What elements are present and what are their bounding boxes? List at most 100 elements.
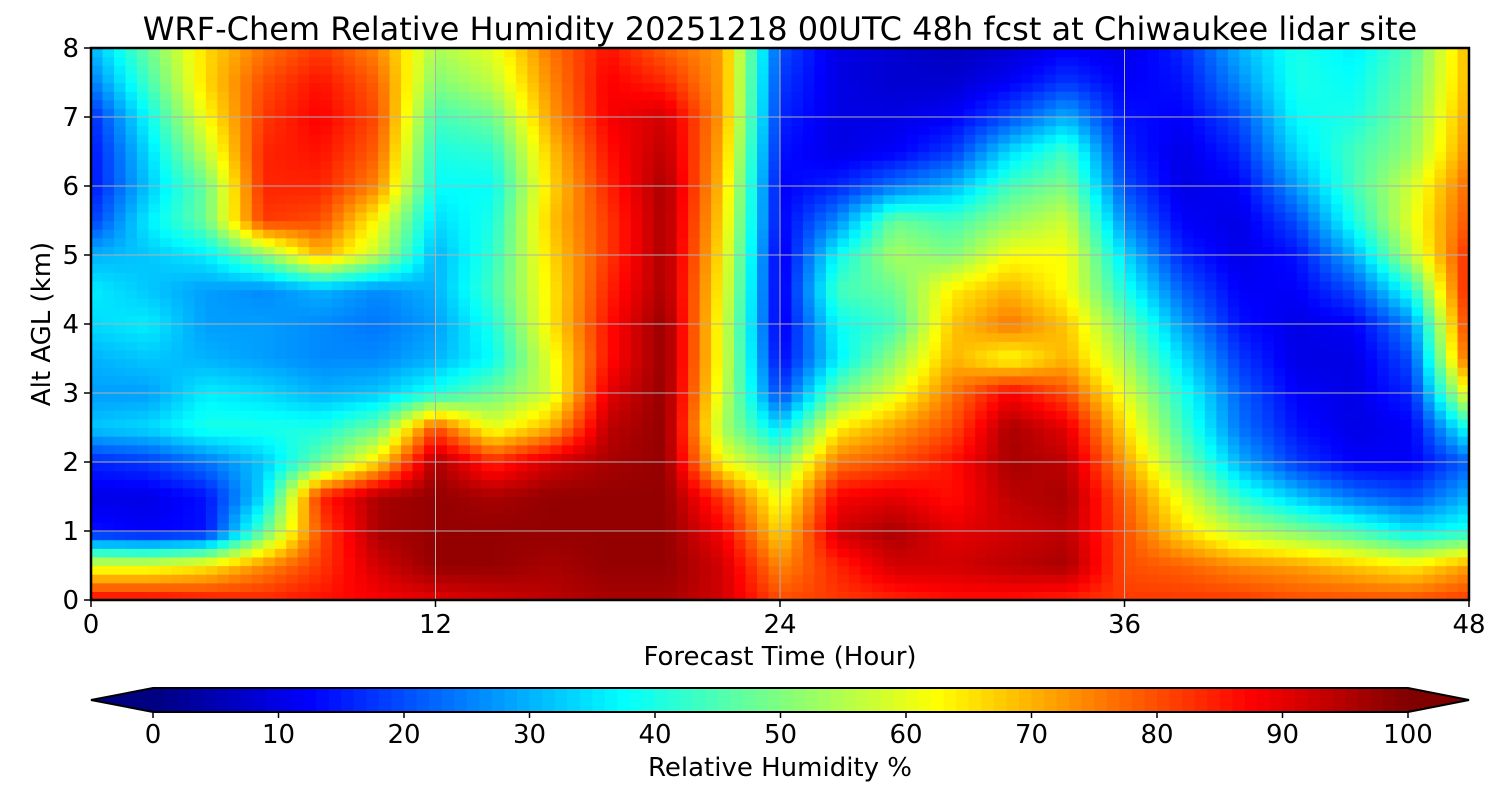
rh-cell bbox=[1147, 332, 1160, 342]
rh-cell bbox=[1400, 375, 1413, 385]
rh-cell bbox=[1354, 341, 1367, 351]
rh-cell bbox=[366, 582, 379, 592]
rh-cell bbox=[1101, 565, 1114, 575]
rh-cell bbox=[194, 280, 207, 291]
rh-cell bbox=[1262, 548, 1275, 558]
rh-cell bbox=[1090, 470, 1103, 480]
rh-cell bbox=[665, 306, 678, 316]
rh-cell bbox=[630, 427, 643, 437]
rh-cell bbox=[1319, 539, 1332, 549]
rh-cell bbox=[791, 298, 804, 308]
rh-cell bbox=[194, 298, 207, 308]
rh-cell bbox=[1377, 487, 1390, 498]
rh-cell bbox=[1204, 591, 1217, 600]
rh-cell bbox=[688, 315, 701, 325]
rh-cell bbox=[1113, 375, 1126, 385]
rh-cell bbox=[596, 341, 609, 351]
rh-cell bbox=[194, 427, 207, 437]
rh-cell bbox=[975, 410, 988, 420]
rh-cell bbox=[538, 289, 551, 299]
rh-cell bbox=[1250, 324, 1263, 334]
rh-cell bbox=[389, 255, 402, 265]
rh-cell bbox=[1331, 349, 1344, 360]
rh-cell bbox=[561, 556, 574, 567]
rh-cell bbox=[1308, 427, 1321, 437]
rh-cell bbox=[1193, 367, 1206, 377]
rh-cell bbox=[446, 246, 460, 256]
rh-cell bbox=[125, 237, 138, 247]
rh-cell bbox=[1434, 522, 1447, 532]
rh-cell bbox=[986, 341, 999, 351]
rh-cell bbox=[102, 272, 115, 282]
rh-cell bbox=[378, 556, 391, 567]
rh-cell bbox=[251, 272, 264, 282]
rh-cell bbox=[297, 453, 310, 463]
rh-cell bbox=[378, 410, 391, 420]
rh-cell bbox=[492, 487, 505, 498]
rh-cell bbox=[688, 522, 701, 532]
rh-cell bbox=[217, 591, 230, 600]
rh-cell bbox=[424, 349, 437, 360]
rh-cell bbox=[1434, 367, 1447, 377]
rh-cell bbox=[1078, 384, 1091, 394]
rh-cell bbox=[1181, 487, 1194, 498]
rh-cell bbox=[1365, 470, 1378, 480]
rh-cell bbox=[619, 315, 632, 325]
rh-cell bbox=[1044, 444, 1057, 454]
rh-cell bbox=[584, 505, 597, 515]
rh-cell bbox=[102, 367, 115, 377]
rh-cell bbox=[791, 358, 804, 368]
rh-cell bbox=[424, 358, 437, 368]
rh-cell bbox=[136, 237, 150, 247]
rh-cell bbox=[1262, 324, 1275, 334]
rh-cell bbox=[653, 470, 666, 480]
rh-cell bbox=[435, 487, 448, 498]
rh-cell bbox=[665, 591, 678, 600]
rh-cell bbox=[297, 393, 310, 403]
rh-cell bbox=[745, 341, 758, 351]
rh-cell bbox=[837, 531, 850, 541]
rh-cell bbox=[952, 341, 965, 351]
rh-cell bbox=[1400, 289, 1413, 299]
rh-cell bbox=[1342, 513, 1355, 523]
rh-cell bbox=[148, 427, 161, 437]
rh-cell bbox=[1365, 531, 1378, 541]
rh-cell bbox=[1067, 280, 1080, 291]
rh-cell bbox=[550, 280, 563, 291]
rh-cell bbox=[768, 565, 781, 575]
rh-cell bbox=[205, 418, 218, 429]
rh-cell bbox=[1181, 384, 1194, 394]
rh-cell bbox=[1262, 462, 1275, 472]
rh-cell bbox=[1434, 272, 1447, 282]
rh-cell bbox=[263, 246, 276, 256]
rh-cell bbox=[492, 410, 505, 420]
rh-cell bbox=[1457, 548, 1469, 558]
rh-cell bbox=[584, 574, 597, 584]
rh-cell bbox=[263, 237, 276, 247]
rh-cell bbox=[228, 574, 241, 584]
rh-cell bbox=[424, 306, 437, 316]
rh-cell bbox=[412, 393, 425, 403]
rh-cell bbox=[1308, 513, 1321, 523]
rh-cell bbox=[458, 263, 471, 273]
rh-cell bbox=[722, 418, 735, 429]
rh-cell bbox=[699, 367, 712, 377]
rh-cell bbox=[848, 522, 861, 532]
rh-cell bbox=[1124, 298, 1137, 308]
rh-cell bbox=[469, 513, 483, 523]
rh-cell bbox=[251, 341, 264, 351]
rh-cell bbox=[1365, 324, 1378, 334]
rh-cell bbox=[596, 255, 609, 265]
rh-cell bbox=[1388, 436, 1401, 446]
rh-cell bbox=[194, 479, 207, 489]
rh-cell bbox=[550, 410, 563, 420]
rh-cell bbox=[125, 401, 138, 411]
rh-cell bbox=[1067, 401, 1080, 411]
rh-cell bbox=[504, 522, 517, 532]
rh-cell bbox=[963, 539, 976, 549]
rh-cell bbox=[286, 427, 299, 437]
rh-cell bbox=[607, 565, 620, 575]
rh-cell bbox=[1388, 375, 1401, 385]
rh-cell bbox=[1158, 522, 1172, 532]
rh-cell bbox=[952, 358, 965, 368]
